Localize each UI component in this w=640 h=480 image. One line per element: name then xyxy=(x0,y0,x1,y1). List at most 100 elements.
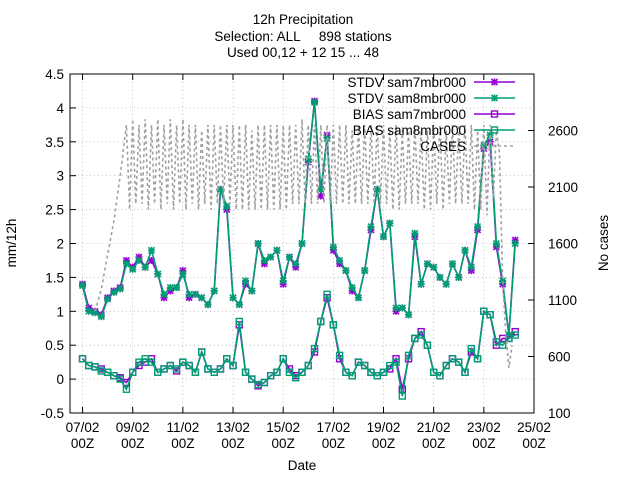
legend-label: BIAS sam7mbr000 xyxy=(353,107,466,122)
data-point xyxy=(147,246,156,254)
data-point xyxy=(216,365,225,373)
data-point xyxy=(329,243,337,251)
data-point xyxy=(242,277,250,285)
data-point xyxy=(166,284,174,292)
data-point xyxy=(467,263,475,271)
y-tick-label: 1 xyxy=(56,304,64,319)
data-point xyxy=(210,287,218,295)
data-point xyxy=(323,290,331,299)
y-tick-label: 1.5 xyxy=(45,270,64,285)
data-point xyxy=(361,267,369,275)
data-point xyxy=(191,290,199,298)
data-point xyxy=(97,313,105,321)
y2-tick-label: 1100 xyxy=(548,293,577,308)
y-tick-label: -0.5 xyxy=(41,406,64,421)
x-tick-label-time: 00Z xyxy=(171,436,194,451)
data-point xyxy=(292,260,300,268)
data-point xyxy=(310,344,319,353)
data-point xyxy=(185,290,193,298)
x-tick-label-time: 00Z xyxy=(522,436,545,451)
data-point xyxy=(141,263,149,271)
x-axis-label: Date xyxy=(288,458,317,473)
data-point xyxy=(511,239,519,248)
data-point xyxy=(342,267,350,275)
data-point xyxy=(223,202,231,210)
data-point xyxy=(442,280,450,288)
data-point xyxy=(405,311,413,319)
data-point xyxy=(404,351,413,360)
data-point xyxy=(473,355,482,363)
data-point xyxy=(135,256,143,265)
x-tick-label: 13/02 xyxy=(216,420,250,435)
y-tick-label: 3 xyxy=(56,169,64,184)
data-point xyxy=(260,256,268,265)
plot-border xyxy=(69,73,535,414)
series-line xyxy=(94,119,513,368)
y2-axis-label: No cases xyxy=(596,215,611,272)
data-point xyxy=(490,94,499,102)
y-tick-label: 4.5 xyxy=(45,67,64,82)
data-point xyxy=(417,280,425,288)
data-point xyxy=(329,321,338,329)
x-tick-label: 19/02 xyxy=(367,420,401,435)
data-point xyxy=(292,374,300,382)
data-point xyxy=(254,239,262,248)
legend-label: STDV sam7mbr000 xyxy=(347,75,466,90)
y2-tick-label: 2100 xyxy=(548,180,578,195)
series-1 xyxy=(78,98,519,339)
data-point xyxy=(191,368,200,377)
data-point xyxy=(455,273,463,281)
series-layer xyxy=(78,97,519,400)
data-point xyxy=(417,331,425,339)
data-point xyxy=(392,358,400,366)
data-point xyxy=(310,98,319,107)
data-point xyxy=(122,260,130,268)
data-point xyxy=(354,294,362,302)
data-point xyxy=(229,361,237,370)
data-point xyxy=(361,361,369,370)
series-3 xyxy=(78,290,519,400)
data-point xyxy=(147,358,156,366)
data-point xyxy=(398,304,406,312)
data-point xyxy=(430,263,438,271)
x-tick-label-time: 00Z xyxy=(372,436,395,451)
data-point xyxy=(379,368,388,377)
data-point xyxy=(498,341,507,349)
x-tick-label: 11/02 xyxy=(166,420,199,435)
data-point xyxy=(248,375,256,383)
data-point xyxy=(273,246,281,254)
data-point xyxy=(317,317,325,326)
data-point xyxy=(304,361,312,370)
data-point xyxy=(335,351,344,360)
data-point xyxy=(423,341,432,349)
data-point xyxy=(336,256,344,265)
y-tick-label: 0.5 xyxy=(45,338,64,353)
data-point xyxy=(241,368,250,377)
data-point xyxy=(122,385,131,393)
data-point xyxy=(411,229,419,237)
data-point xyxy=(260,378,269,387)
y-tick-label: 0 xyxy=(56,372,64,387)
data-point xyxy=(490,110,499,118)
data-point xyxy=(104,295,112,303)
data-point xyxy=(392,304,400,312)
y2-tick-label: 100 xyxy=(548,406,571,421)
data-point xyxy=(467,344,475,353)
data-point xyxy=(179,270,187,278)
data-point xyxy=(448,260,457,268)
data-point xyxy=(160,290,168,298)
data-point xyxy=(486,310,494,319)
data-point xyxy=(173,284,181,292)
data-point xyxy=(78,355,87,363)
data-point xyxy=(279,277,287,285)
x-tick-label-time: 00Z xyxy=(221,436,244,451)
data-point xyxy=(185,361,193,370)
data-point xyxy=(423,260,431,268)
data-point xyxy=(229,294,237,302)
x-tick-label: 25/02 xyxy=(517,420,551,435)
y-axis-label: mm/12h xyxy=(4,219,19,268)
x-tick-label: 17/02 xyxy=(316,420,350,435)
data-point xyxy=(285,253,294,261)
